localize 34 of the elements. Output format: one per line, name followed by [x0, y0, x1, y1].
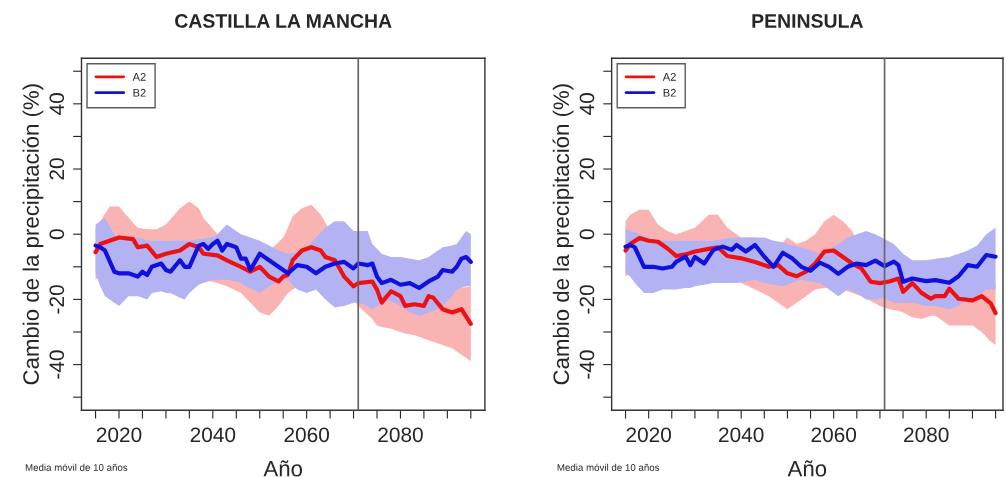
line-series: [623, 242, 998, 285]
x-axis-title: Año: [787, 460, 827, 477]
line-series: [93, 235, 473, 326]
chart-title: PENINSULA: [752, 14, 863, 28]
y-axis-title: Cambio de la precipitación (%): [22, 84, 44, 385]
line-series: [623, 236, 998, 316]
x-tick-label: 2040: [719, 427, 764, 443]
y-tick-label: 20: [49, 158, 65, 180]
y-tick-label: 40: [579, 93, 595, 115]
legend-label: A2: [132, 72, 146, 81]
legend-label: B2: [133, 88, 146, 97]
text: Media móvil de 10 años: [25, 463, 128, 471]
legend-label: A2: [662, 72, 676, 81]
x-tick-label: 2020: [626, 427, 672, 443]
chart-title: CASTILLA LA MANCHA: [175, 14, 392, 28]
x-tick-label: 2020: [96, 427, 142, 443]
y-tick-label: -20: [49, 285, 65, 314]
x-axis-title: Año: [263, 460, 303, 477]
x-tick-label: 2060: [811, 427, 857, 443]
y-tick-label: 0: [49, 229, 65, 240]
text: Media móvil de 10 años: [557, 463, 660, 471]
y-tick-label: 0: [579, 229, 595, 240]
x-tick-label: 2080: [904, 427, 949, 443]
y-axis-title: Cambio de la precipitación (%): [552, 84, 574, 385]
x-tick-label: 2040: [190, 427, 236, 443]
y-tick-label: 20: [579, 158, 595, 180]
legend-label: B2: [663, 88, 676, 97]
y-tick-label: -40: [49, 350, 65, 379]
y-tick-label: 40: [49, 93, 65, 115]
y-tick-label: -20: [579, 285, 595, 314]
x-tick-label: 2080: [378, 427, 423, 443]
x-tick-label: 2060: [284, 427, 329, 443]
line-series: [93, 238, 473, 291]
y-tick-label: -40: [579, 350, 595, 379]
